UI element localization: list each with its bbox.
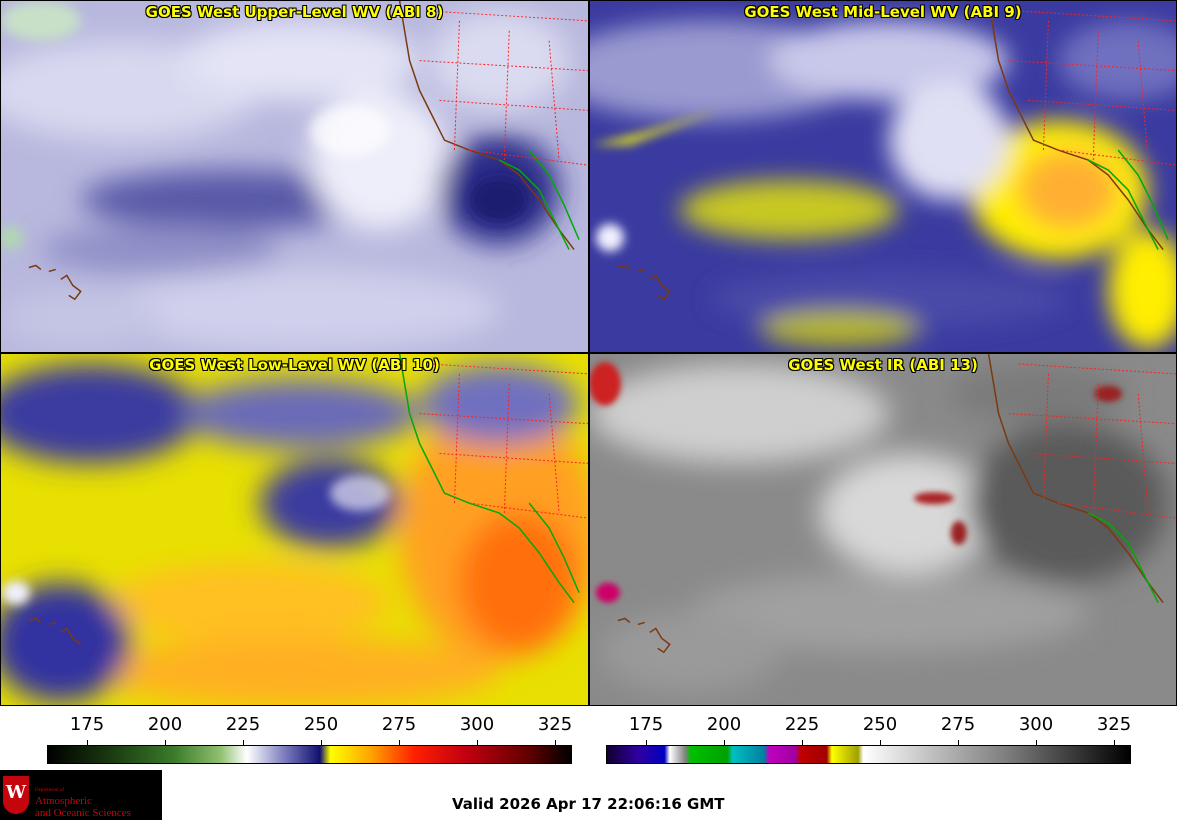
ir-tick-label: 250	[862, 714, 898, 735]
mid-level-wv-image	[590, 1, 1176, 352]
wv-tick-label: 200	[147, 714, 183, 735]
low-level-wv-image	[1, 354, 588, 705]
logo-department-text: Department of	[35, 788, 65, 793]
ir-tick-label: 275	[940, 714, 976, 735]
aos-logo: W Department of Atmospheric and Oceanic …	[0, 770, 162, 820]
wv-tick-label: 250	[303, 714, 339, 735]
wv-tick-label: 275	[381, 714, 417, 735]
ir-title: GOES West IR (ABI 13)	[788, 356, 978, 374]
wv-tick-label: 175	[69, 714, 105, 735]
ir-tick-label: 300	[1018, 714, 1054, 735]
ir-colorbar-strip	[606, 745, 1131, 764]
wv-colorbar-strip	[47, 745, 572, 764]
ir-tick-label: 200	[706, 714, 742, 735]
wv-tick-label: 225	[225, 714, 261, 735]
ir-tick-label: 225	[784, 714, 820, 735]
ir-panel: GOES West IR (ABI 13)	[589, 353, 1177, 706]
low-level-wv-title: GOES West Low-Level WV (ABI 10)	[149, 356, 440, 374]
uw-crest-icon: W	[3, 776, 29, 814]
ir-tick-label: 175	[628, 714, 664, 735]
ir-tick-label: 325	[1096, 714, 1132, 735]
mid-level-wv-panel: GOES West Mid-Level WV (ABI 9)	[589, 0, 1177, 353]
low-level-wv-panel: GOES West Low-Level WV (ABI 10)	[0, 353, 589, 706]
upper-level-wv-image	[1, 1, 588, 352]
wv-colorbar: 175 200 225 250 275 300 325	[0, 706, 589, 766]
wv-tick-label: 325	[537, 714, 573, 735]
logo-atmospheric-text: Atmospheric	[35, 795, 92, 807]
ir-colorbar: 175 200 225 250 275 300 325	[589, 706, 1177, 766]
valid-time: Valid 2026 Apr 17 22:06:16 GMT	[452, 795, 725, 813]
upper-level-wv-title: GOES West Upper-Level WV (ABI 8)	[145, 3, 444, 21]
logo-oceanic-text: and Oceanic Sciences	[35, 807, 131, 819]
wv-tick-label: 300	[459, 714, 495, 735]
ir-image	[590, 354, 1176, 705]
upper-level-wv-panel: GOES West Upper-Level WV (ABI 8)	[0, 0, 589, 353]
mid-level-wv-title: GOES West Mid-Level WV (ABI 9)	[744, 3, 1022, 21]
